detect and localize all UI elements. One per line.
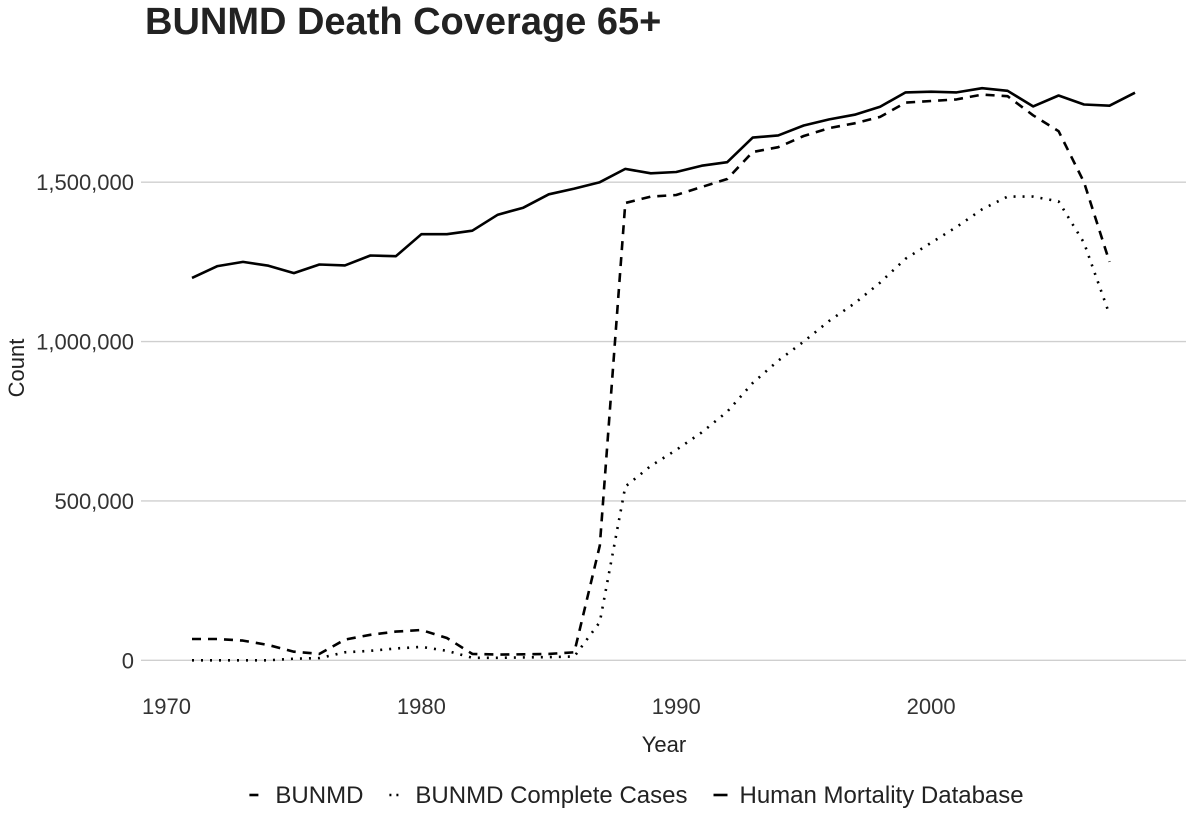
series-line-human-mortality-database <box>191 86 1136 280</box>
chart-title: BUNMD Death Coverage 65+ <box>145 1 661 43</box>
x-tick-label: 1970 <box>142 694 191 719</box>
x-tick-label: 1980 <box>397 694 446 719</box>
legend-item-bunmd-complete-cases: BUNMD Complete Cases <box>389 782 687 809</box>
legend-item-human-mortality-database: Human Mortality Database <box>713 782 1024 809</box>
gridlines <box>141 181 1186 662</box>
y-tick-label: 0 <box>122 648 134 673</box>
legend-label: Human Mortality Database <box>740 782 1024 809</box>
x-tick-label: 2000 <box>907 694 956 719</box>
series-line-bunmd <box>192 93 1111 656</box>
y-axis-tick-labels: 0 500,000 1,000,000 1,500,000 <box>36 170 134 673</box>
x-axis-tick-labels: 1970 1980 1990 2000 <box>142 694 956 719</box>
y-axis-title: Count <box>4 339 29 398</box>
legend: BUNMD BUNMD Complete Cases Human Mortality… <box>249 782 1024 809</box>
legend-label: BUNMD Complete Cases <box>415 782 687 809</box>
series-lines <box>191 86 1136 662</box>
x-axis-title: Year <box>642 732 686 757</box>
legend-label: BUNMD <box>275 782 363 809</box>
y-tick-label: 1,500,000 <box>36 170 134 195</box>
legend-item-bunmd: BUNMD <box>249 782 363 809</box>
y-tick-label: 1,000,000 <box>36 330 134 355</box>
y-tick-label: 500,000 <box>54 489 134 514</box>
x-tick-label: 1990 <box>652 694 701 719</box>
series-line-bunmd-complete-cases <box>192 195 1111 662</box>
